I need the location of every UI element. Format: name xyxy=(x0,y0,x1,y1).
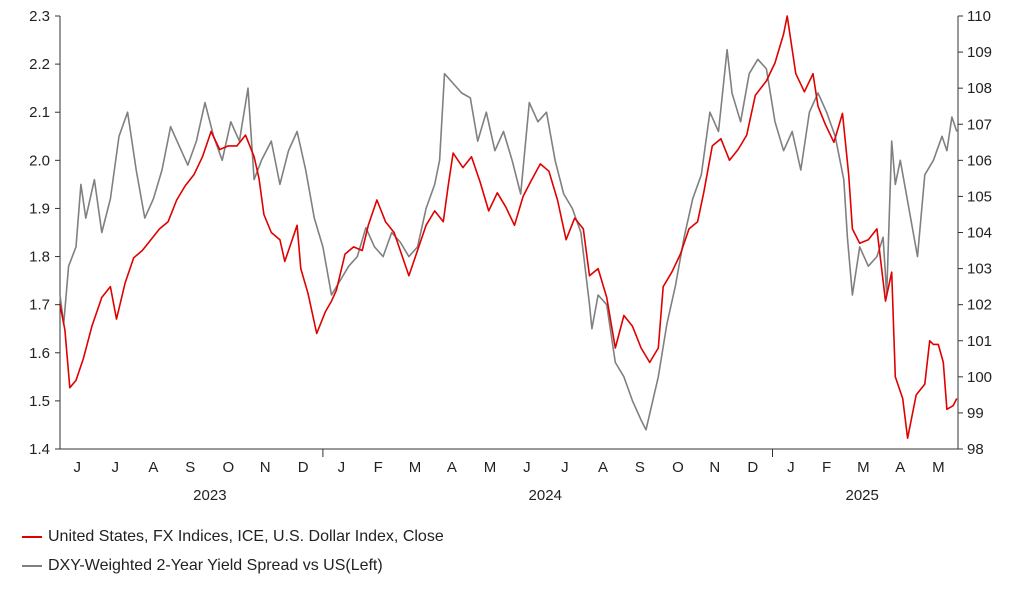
right-tick-label: 108 xyxy=(967,80,992,97)
x-month-label: O xyxy=(672,459,684,476)
series-layer xyxy=(59,15,958,440)
chart-axes xyxy=(59,16,959,450)
series-line-dxy xyxy=(59,15,958,440)
x-year-label: 2025 xyxy=(845,487,878,504)
x-month-label: N xyxy=(709,459,720,476)
x-month-label: J xyxy=(561,459,569,476)
series-line-yield-spread xyxy=(59,48,958,431)
x-year-label: 2024 xyxy=(529,487,562,504)
x-month-label: S xyxy=(185,459,195,476)
x-month-label: A xyxy=(598,459,608,476)
x-month-label: N xyxy=(260,459,271,476)
right-tick-label: 105 xyxy=(967,188,992,205)
left-tick-label: 1.5 xyxy=(29,393,50,410)
legend-swatch-red xyxy=(22,535,42,538)
x-month-label: M xyxy=(857,459,870,476)
x-month-label: M xyxy=(484,459,497,476)
right-tick-label: 99 xyxy=(967,405,984,422)
x-month-label: S xyxy=(635,459,645,476)
right-tick-label: 110 xyxy=(967,8,991,25)
right-tick-label: 107 xyxy=(967,116,992,133)
legend: United States, FX Indices, ICE, U.S. Dol… xyxy=(22,522,444,580)
legend-item-dxy: United States, FX Indices, ICE, U.S. Dol… xyxy=(22,522,444,551)
x-month-label: D xyxy=(298,459,309,476)
left-tick-label: 2.3 xyxy=(29,8,50,25)
left-tick-label: 1.7 xyxy=(29,297,50,314)
right-tick-label: 109 xyxy=(967,44,992,61)
x-month-label: J xyxy=(787,459,795,476)
x-month-label: A xyxy=(447,459,457,476)
left-tick-label: 1.6 xyxy=(29,345,50,362)
x-month-label: M xyxy=(932,459,945,476)
x-month-label: A xyxy=(148,459,158,476)
right-tick-label: 104 xyxy=(967,225,992,242)
right-tick-label: 101 xyxy=(967,333,992,350)
legend-swatch-grey xyxy=(22,564,42,567)
legend-label-dxy: United States, FX Indices, ICE, U.S. Dol… xyxy=(48,527,444,545)
legend-label-spread: DXY-Weighted 2-Year Yield Spread vs US(L… xyxy=(48,556,383,574)
x-year-label: 2023 xyxy=(193,487,226,504)
x-month-label: J xyxy=(338,459,346,476)
right-tick-label: 102 xyxy=(967,297,992,314)
left-tick-label: 1.9 xyxy=(29,200,50,217)
x-month-label: J xyxy=(73,459,81,476)
x-month-label: O xyxy=(222,459,234,476)
x-month-label: J xyxy=(112,459,120,476)
left-tick-label: 2.1 xyxy=(29,104,50,121)
x-month-label: A xyxy=(895,459,905,476)
left-axis-ticks: 1.4 1.5 1.6 1.7 1.8 1.9 2.0 2.1 2.2 2.3 xyxy=(29,8,60,458)
right-tick-label: 100 xyxy=(967,369,992,386)
right-tick-label: 106 xyxy=(967,152,992,169)
left-tick-label: 1.8 xyxy=(29,249,50,266)
left-tick-label: 2.2 xyxy=(29,56,50,73)
legend-item-spread: DXY-Weighted 2-Year Yield Spread vs US(L… xyxy=(22,551,444,580)
x-month-label: D xyxy=(747,459,758,476)
right-axis-ticks: 98 99 100 101 102 103 104 105 106 107 108 109 110 xyxy=(958,8,992,458)
right-tick-label: 103 xyxy=(967,261,992,278)
x-month-label: F xyxy=(374,459,383,476)
x-month-label: J xyxy=(523,459,531,476)
right-tick-label: 98 xyxy=(967,441,984,458)
left-tick-label: 1.4 xyxy=(29,441,50,458)
x-month-label: M xyxy=(409,459,422,476)
left-tick-label: 2.0 xyxy=(29,152,50,169)
x-month-label: F xyxy=(822,459,831,476)
x-axis-ticks: J J A S O N D J F M A M J J A S O N D J F M A M 2023 2024 2025 xyxy=(73,449,945,504)
